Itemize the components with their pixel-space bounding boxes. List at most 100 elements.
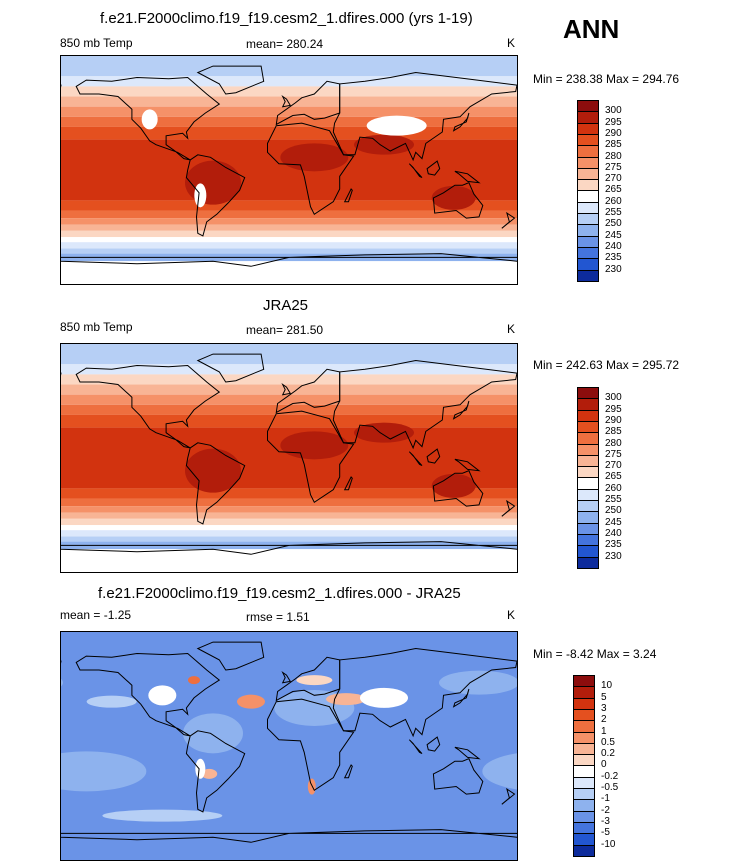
panel-2-minmax-label: Min = 242.63 Max = 295.72 bbox=[533, 358, 680, 372]
map-canvas bbox=[61, 632, 517, 860]
colorbar-label: 260 bbox=[605, 482, 622, 494]
colorbar-label: 245 bbox=[605, 229, 622, 241]
contour-band bbox=[61, 344, 517, 365]
colorbar-label: 0 bbox=[601, 759, 607, 771]
coastline-japan bbox=[452, 400, 470, 420]
contour-band bbox=[61, 384, 517, 395]
colorbar-box bbox=[577, 224, 599, 237]
colorbar-box bbox=[577, 387, 599, 400]
contour-patch bbox=[431, 473, 476, 498]
coastline-uk bbox=[281, 95, 292, 108]
colorbar-label: -3 bbox=[601, 815, 610, 827]
colorbar-label: 3 bbox=[601, 702, 607, 714]
colorbar-label: 0.2 bbox=[601, 748, 615, 760]
colorbar-box bbox=[577, 100, 599, 113]
coastline-sumatra bbox=[408, 163, 423, 179]
coastline-samerica bbox=[185, 442, 246, 525]
contour-band bbox=[61, 549, 517, 572]
coastline-madagascar bbox=[343, 188, 353, 203]
contour-band bbox=[61, 96, 517, 107]
contour-band bbox=[61, 506, 517, 513]
colorbar-label: 1 bbox=[601, 725, 607, 737]
colorbar-box bbox=[577, 420, 599, 434]
colorbar-label: 295 bbox=[605, 116, 622, 128]
contour-band bbox=[61, 126, 517, 140]
contour-patch bbox=[194, 183, 207, 208]
coastline-sumatra bbox=[408, 739, 423, 755]
contour-patch bbox=[280, 143, 349, 172]
panel-3-units-label: K bbox=[507, 608, 516, 622]
colorbar-box bbox=[577, 258, 599, 271]
colorbar-label: 2 bbox=[601, 714, 607, 726]
coastline-greenland bbox=[196, 353, 265, 383]
colorbar-box bbox=[573, 742, 595, 756]
contour-band bbox=[61, 536, 517, 542]
coastline-uk bbox=[281, 383, 292, 396]
coastline-newguinea bbox=[454, 458, 481, 472]
colorbar-label: 235 bbox=[605, 252, 622, 264]
colorbar-box bbox=[577, 500, 599, 513]
colorbar-box bbox=[577, 466, 599, 479]
colorbar-box bbox=[577, 167, 599, 181]
colorbar-label: 250 bbox=[605, 218, 622, 230]
contour-band bbox=[61, 218, 517, 225]
panel-1-map bbox=[60, 55, 518, 285]
colorbar-label: -0.5 bbox=[601, 782, 619, 793]
contour-band bbox=[61, 237, 517, 243]
contour-band bbox=[61, 498, 517, 507]
colorbar-label: 10 bbox=[601, 680, 613, 692]
colorbar-label: 235 bbox=[605, 539, 622, 551]
contour-band bbox=[61, 261, 517, 284]
contour-patch bbox=[102, 809, 223, 822]
contour-patch bbox=[296, 675, 333, 686]
coastline-africa bbox=[267, 698, 355, 792]
coastline-asia bbox=[332, 71, 517, 162]
colorbar-label: 230 bbox=[605, 263, 622, 275]
colorbar-box bbox=[577, 556, 599, 569]
colorbar-box bbox=[577, 235, 599, 248]
contour-band bbox=[61, 230, 517, 238]
colorbar-box bbox=[573, 776, 595, 789]
colorbar-label: 300 bbox=[605, 105, 622, 117]
coastline-antarctica bbox=[288, 253, 517, 262]
panel-2-mean-label: mean= 281.50 bbox=[246, 323, 324, 337]
colorbar-label: 270 bbox=[605, 460, 622, 472]
coastline-antarctica bbox=[288, 829, 517, 838]
coastline-europe bbox=[275, 368, 341, 414]
coastline-namerica bbox=[75, 364, 221, 449]
contour-band bbox=[61, 512, 517, 519]
colorbar-box bbox=[573, 788, 595, 801]
colorbar-box bbox=[573, 844, 595, 857]
coastline-madagascar bbox=[343, 764, 353, 779]
colorbar-label: 5 bbox=[601, 691, 607, 703]
colorbar-box bbox=[573, 697, 595, 710]
contour-patch bbox=[61, 751, 147, 792]
colorbar-box bbox=[573, 799, 595, 812]
coastline-japan bbox=[452, 112, 470, 132]
coastline-japan bbox=[452, 688, 470, 708]
coastline-africa bbox=[267, 122, 355, 216]
colorbar-box bbox=[577, 122, 599, 135]
colorbar-box bbox=[577, 545, 599, 558]
contour-band bbox=[61, 632, 517, 746]
contour-band bbox=[61, 518, 517, 526]
colorbar-box bbox=[577, 443, 599, 456]
map-canvas bbox=[61, 344, 517, 572]
colorbar-label: 240 bbox=[605, 527, 622, 539]
colorbar-box bbox=[577, 246, 599, 260]
contour-band bbox=[61, 200, 517, 211]
contour-band bbox=[61, 76, 517, 87]
contour-patch bbox=[237, 694, 265, 709]
coastline-newguinea bbox=[454, 746, 481, 760]
coastline-africa bbox=[267, 410, 355, 504]
colorbar-label: -10 bbox=[601, 838, 616, 850]
colorbar-label: 295 bbox=[605, 403, 622, 415]
coastline-nz bbox=[501, 787, 516, 805]
contour-patch bbox=[183, 713, 243, 754]
colorbar-box bbox=[577, 133, 599, 147]
coastline-nz bbox=[501, 211, 516, 229]
coastline-newguinea bbox=[454, 170, 481, 184]
colorbar-box bbox=[577, 511, 599, 524]
contour-patch bbox=[360, 687, 408, 708]
panel-1-minmax-label: Min = 238.38 Max = 294.76 bbox=[533, 72, 680, 86]
